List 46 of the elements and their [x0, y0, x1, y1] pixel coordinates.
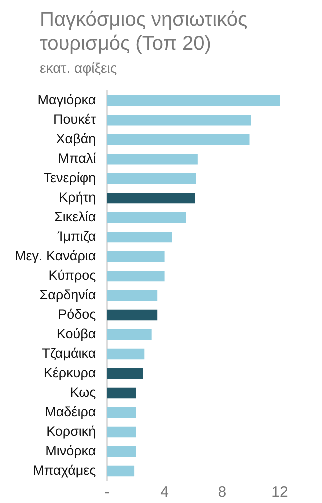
bar [107, 251, 165, 262]
x-tick-label: 12 [272, 484, 288, 502]
bar [107, 388, 136, 399]
y-tick-label: Σικελία [54, 210, 96, 225]
bar [107, 290, 158, 302]
y-tick-label: Χαβάη [56, 132, 96, 147]
y-tick-label: Ρόδος [58, 307, 97, 322]
chart-title: Παγκόσμιος νησιωτικός τουρισμός (Τοπ 20) [39, 8, 249, 56]
bar [107, 192, 196, 204]
bar [107, 348, 145, 360]
y-tick-label: Μεγ. Κανάρια [14, 248, 96, 264]
bar [107, 426, 136, 438]
y-tick-label: Μπαλί [58, 151, 96, 166]
chart-subtitle: εκατ. αφίξεις [39, 60, 118, 76]
y-tick-label: Σαρδηνία [40, 288, 96, 303]
bar [107, 95, 280, 106]
x-tick-label: 8 [218, 484, 227, 502]
y-tick-label: Μαγιόρκα [38, 92, 96, 108]
y-tick-label: Κρήτη [59, 190, 96, 206]
bar [107, 212, 186, 224]
bar [107, 368, 144, 380]
bar [107, 329, 152, 340]
bar [107, 173, 196, 184]
y-tick-label: Πουκέτ [53, 112, 97, 128]
y-tick-label: Μινόρκα [46, 443, 96, 458]
y-tick-label: Τζαμάικα [42, 346, 96, 361]
y-tick-label: Μαδέιρα [45, 404, 96, 420]
bar [107, 407, 136, 418]
x-tick-label: - [104, 484, 110, 502]
bar [107, 134, 250, 146]
y-tick-label: Κούβα [56, 326, 96, 342]
y-tick-label: Μπαχάμες [33, 462, 97, 478]
y-tick-label: Τενερίφη [44, 170, 96, 186]
y-tick-label: Κέρκυρα [44, 365, 96, 380]
bar [107, 270, 165, 282]
bar [107, 446, 136, 458]
bar [107, 466, 135, 477]
y-tick-label: Κως [70, 384, 97, 400]
bar [107, 154, 198, 165]
y-tick-label: Κορσική [46, 424, 96, 439]
bar [107, 114, 252, 126]
bar [107, 310, 158, 321]
y-tick-label: Κύπρος [48, 268, 97, 284]
y-tick-label: Ίμπιζα [57, 229, 96, 244]
bar [107, 232, 172, 243]
x-tick-label: 4 [160, 484, 169, 502]
